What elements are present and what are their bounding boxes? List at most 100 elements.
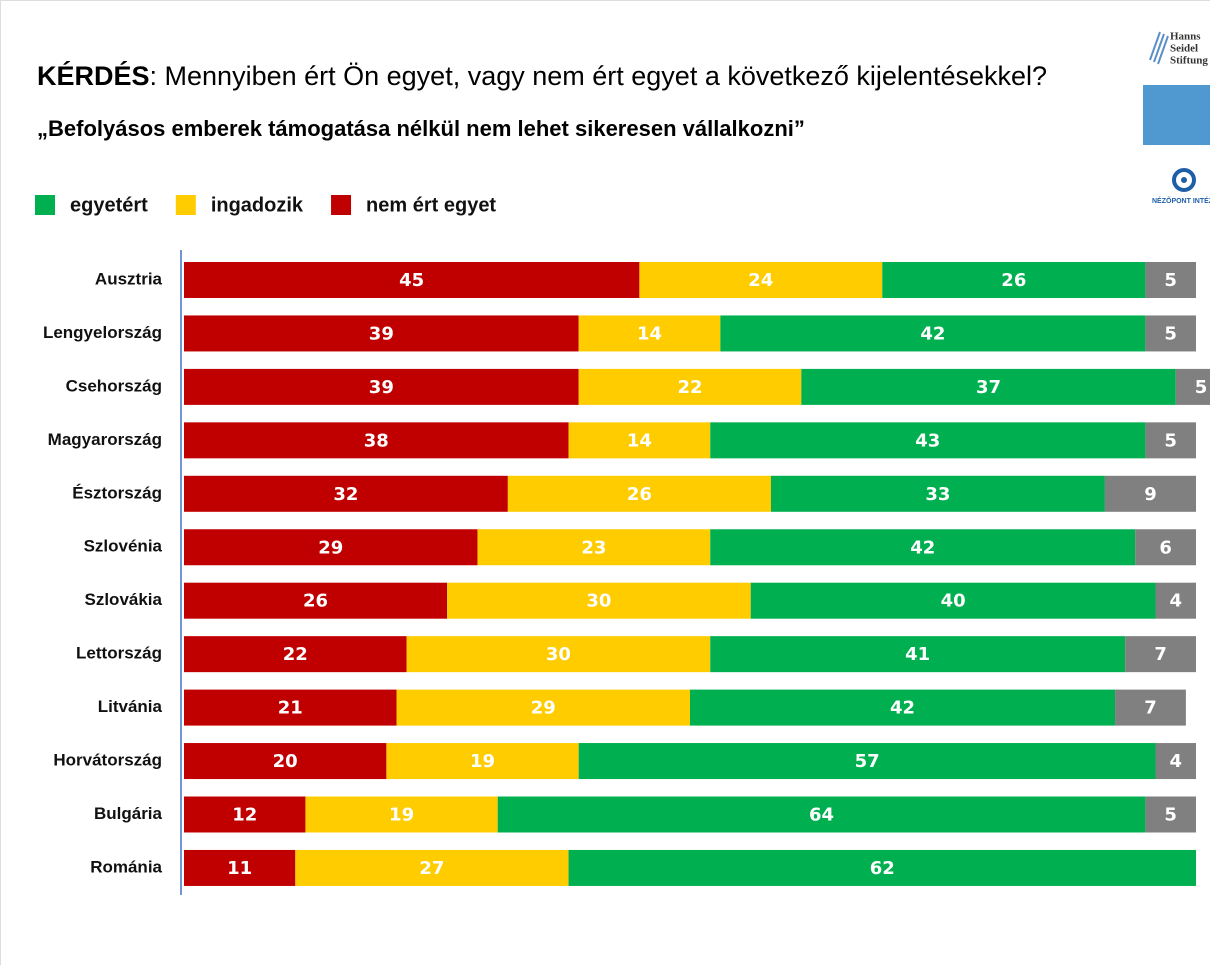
bar-segment (477, 529, 711, 566)
legend-swatch (331, 195, 352, 215)
value-label: 57 (855, 751, 880, 772)
category-label: Csehország (66, 376, 162, 395)
bar-segment (396, 689, 690, 726)
bar-segment (882, 262, 1146, 298)
value-label: 20 (273, 751, 298, 772)
value-label: 26 (627, 484, 652, 505)
value-label: 42 (920, 323, 945, 344)
value-label: 5 (1195, 377, 1208, 398)
value-label: 43 (915, 430, 940, 451)
bar-segment (184, 368, 579, 405)
legend-label: egyetért (70, 194, 148, 216)
bar-segment (720, 315, 1146, 352)
bar-segment (184, 582, 448, 619)
category-label: Lettország (76, 644, 162, 663)
bar-segment (1145, 796, 1196, 833)
category-label: Magyarország (48, 430, 162, 449)
value-label: 9 (1144, 484, 1157, 505)
category-label: Lengyelország (43, 323, 162, 342)
value-label: 42 (890, 698, 915, 719)
bar-segment (1135, 529, 1196, 566)
value-label: 26 (303, 591, 328, 612)
value-label: 30 (586, 591, 611, 612)
value-label: 19 (470, 751, 495, 772)
value-label: 39 (369, 323, 394, 344)
value-label: 6 (1159, 537, 1172, 558)
bar-segment (1155, 743, 1196, 780)
value-label: 5 (1164, 323, 1177, 344)
bar-segment (710, 636, 1126, 673)
category-label: Bulgária (94, 804, 163, 823)
bar-segment (710, 422, 1146, 459)
bar-segment (184, 315, 579, 352)
value-label: 11 (227, 858, 252, 879)
value-label: 5 (1164, 430, 1177, 451)
logo-text: Seidel (1170, 43, 1198, 55)
bar-segment (1155, 582, 1196, 619)
value-label: 23 (581, 537, 606, 558)
bar-segment (578, 743, 1156, 780)
title-lead: KÉRDÉS (37, 60, 150, 91)
logo-block (1143, 85, 1210, 145)
value-label: 24 (748, 270, 773, 291)
bar-segment (750, 582, 1156, 619)
logo-text: NÉZŐPONT INTÉZET (1152, 196, 1210, 205)
nezopont-logo: NÉZŐPONT INTÉZET (1152, 168, 1210, 205)
value-label: 62 (870, 858, 895, 879)
bar-segment (1145, 262, 1196, 298)
value-label: 38 (364, 430, 389, 451)
value-label: 5 (1164, 805, 1177, 826)
logo-text: Stiftung (1170, 55, 1208, 67)
logo-mark (1181, 177, 1187, 183)
category-label: Szlovákia (85, 590, 163, 609)
bar-segment (1145, 422, 1196, 459)
bar-segment (507, 475, 771, 512)
value-label: 7 (1154, 644, 1167, 665)
legend-label: nem ért egyet (366, 194, 496, 216)
value-label: 29 (318, 537, 343, 558)
bar-segment (1125, 636, 1196, 673)
bar-segment (1145, 315, 1196, 352)
logo-mark (1149, 31, 1169, 65)
value-label: 64 (809, 805, 834, 826)
bar-segment (295, 849, 569, 886)
value-label: 40 (941, 591, 966, 612)
legend-label: ingadozik (211, 194, 304, 216)
bar-segment (184, 529, 478, 566)
subtitle: „Befolyásos emberek támogatása nélkül ne… (37, 116, 805, 141)
value-label: 21 (278, 698, 303, 719)
bar-segment (184, 636, 407, 673)
bar-segment (184, 475, 508, 512)
category-label: Horvátország (53, 751, 162, 770)
value-label: 37 (976, 377, 1001, 398)
bar-segment (184, 743, 387, 780)
bar-segment (305, 796, 498, 833)
logo-mark (1172, 168, 1196, 192)
chart-title: KÉRDÉS: Mennyiben ért Ön egyet, vagy nem… (37, 60, 1047, 91)
legend-swatch (35, 195, 55, 215)
bar-segment (690, 689, 1116, 726)
value-label: 41 (905, 644, 930, 665)
value-label: 33 (925, 484, 950, 505)
bar-segment (184, 422, 569, 459)
value-label: 22 (283, 644, 308, 665)
value-label: 32 (333, 484, 358, 505)
bar-segment (447, 582, 751, 619)
value-label: 19 (389, 805, 414, 826)
bar-segment (497, 796, 1146, 833)
bar-segment (639, 262, 883, 298)
bar-segment (568, 849, 1196, 886)
value-label: 45 (399, 270, 424, 291)
value-label: 4 (1169, 751, 1182, 772)
value-label: 22 (677, 377, 702, 398)
value-label: 29 (531, 698, 556, 719)
category-label: Ausztria (95, 269, 163, 288)
category-label: Észtország (72, 483, 162, 502)
value-label: 14 (627, 430, 652, 451)
value-label: 5 (1164, 270, 1177, 291)
bar-segment (801, 368, 1176, 405)
value-label: 7 (1144, 698, 1157, 719)
bar-segment (568, 422, 711, 459)
